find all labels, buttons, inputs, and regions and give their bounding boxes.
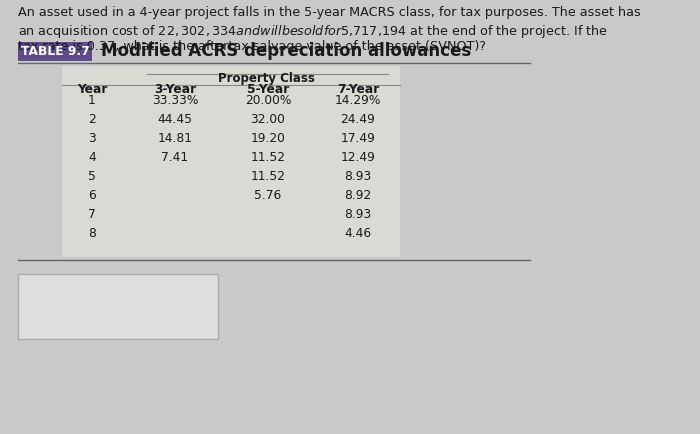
Text: 5-Year: 5-Year [247,83,289,96]
Text: 11.52: 11.52 [251,170,286,183]
Text: 12.49: 12.49 [341,151,375,164]
Text: 24.49: 24.49 [341,113,375,126]
Text: 6: 6 [88,189,96,202]
Text: 5.76: 5.76 [254,189,281,202]
Text: An asset used in a 4-year project falls in the 5-year MACRS class, for tax purpo: An asset used in a 4-year project falls … [18,6,640,19]
Text: 5: 5 [88,170,96,183]
Text: 14.29%: 14.29% [335,94,382,107]
Text: 4: 4 [88,151,96,164]
Text: 14.81: 14.81 [158,132,192,145]
FancyBboxPatch shape [18,274,218,339]
Text: 8: 8 [88,227,96,240]
Text: 44.45: 44.45 [158,113,192,126]
Text: an acquisition cost of $22,302,334 and will be sold for $5,717,194 at the end of: an acquisition cost of $22,302,334 and w… [18,23,608,40]
Text: tax rate is 0.37, what is the aftertax salvage value of the asset (SVNOT)?: tax rate is 0.37, what is the aftertax s… [18,40,486,53]
Text: 20.00%: 20.00% [245,94,291,107]
FancyBboxPatch shape [18,42,92,61]
Text: 7-Year: 7-Year [337,83,379,96]
Text: 8.92: 8.92 [344,189,372,202]
Text: 33.33%: 33.33% [152,94,198,107]
Text: Year: Year [77,83,107,96]
Text: 8.93: 8.93 [344,208,372,221]
Text: 1: 1 [88,94,96,107]
Text: Property Class: Property Class [218,72,315,85]
Text: 19.20: 19.20 [251,132,286,145]
Text: 3: 3 [88,132,96,145]
Text: 4.46: 4.46 [344,227,372,240]
Text: 8.93: 8.93 [344,170,372,183]
Text: 32.00: 32.00 [251,113,286,126]
Text: TABLE 9.7: TABLE 9.7 [20,45,90,58]
Text: 17.49: 17.49 [341,132,375,145]
Text: 7: 7 [88,208,96,221]
Text: 2: 2 [88,113,96,126]
Text: 11.52: 11.52 [251,151,286,164]
Text: 7.41: 7.41 [162,151,188,164]
Text: Modified ACRS depreciation allowances: Modified ACRS depreciation allowances [101,43,471,60]
Text: 3-Year: 3-Year [154,83,196,96]
FancyBboxPatch shape [62,66,400,257]
